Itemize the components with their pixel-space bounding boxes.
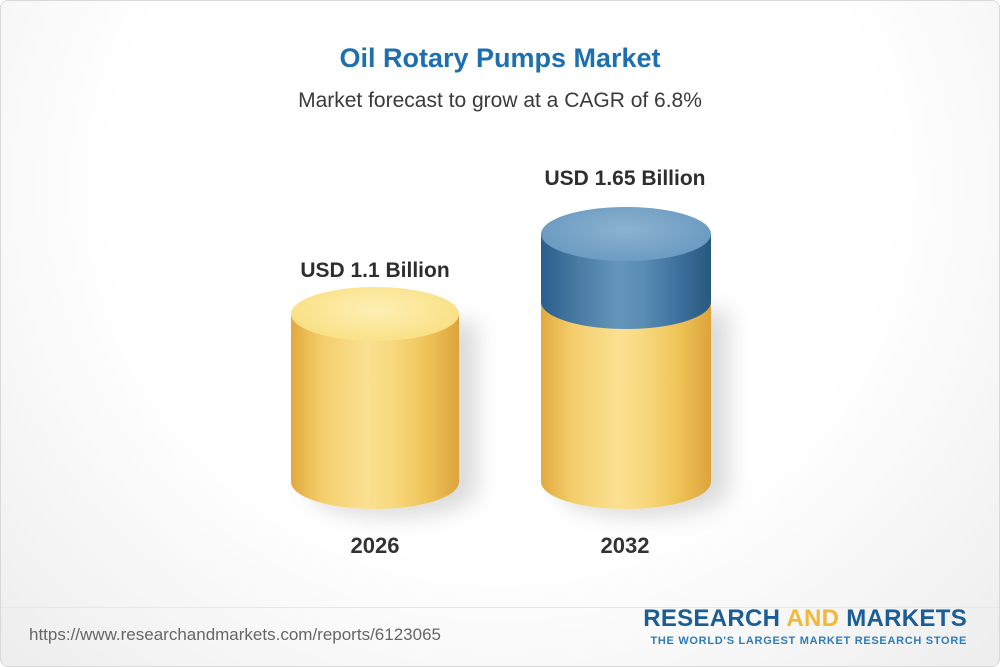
logo-wordmark: RESEARCH AND MARKETS [643,605,967,633]
bar-2032-base-segment [541,302,711,509]
logo-tagline: THE WORLD'S LARGEST MARKET RESEARCH STOR… [650,635,967,647]
logo-word-research: RESEARCH [643,605,781,632]
footer-divider [1,607,999,608]
category-label-2032: 2032 [600,533,650,558]
value-label-2026: USD 1.1 Billion [300,259,450,282]
logo-word-and: AND [786,605,840,632]
category-label-2026: 2026 [350,533,400,558]
bar-cylinder-2026 [291,287,459,509]
bar-2032-top-ellipse [541,207,711,261]
bar-2026-body [291,314,459,509]
research-and-markets-logo: RESEARCH AND MARKETS THE WORLD'S LARGEST… [643,605,967,647]
page-title: Oil Rotary Pumps Market [339,43,661,73]
report-url-link[interactable]: https://www.researchandmarkets.com/repor… [29,625,441,644]
value-label-2032: USD 1.65 Billion [544,167,706,190]
logo-word-markets: MARKETS [846,605,967,632]
page-subtitle: Market forecast to grow at a CAGR of 6.8… [298,89,702,112]
bar-2026-top-ellipse [291,287,459,341]
bar-cylinder-2032 [541,207,711,509]
